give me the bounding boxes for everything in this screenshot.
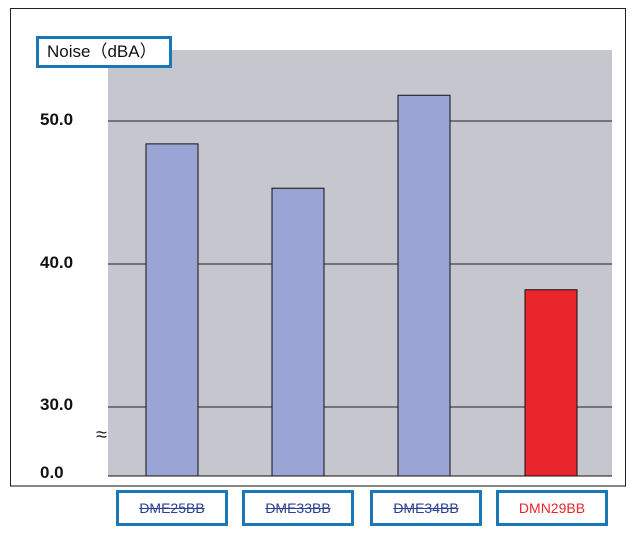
category-label-text: DME34BB [393,500,459,516]
bar-DME34BB [397,94,451,477]
category-label: DMN29BB [496,490,608,526]
bar-DME33BB [271,187,325,477]
y-tick-label: 30.0 [40,395,74,414]
y-axis-label-text: Noise（dBA） [47,42,157,61]
y-tick-label: 40.0 [40,253,74,272]
category-label: DME34BB [370,490,482,526]
category-label: DME25BB [116,490,228,526]
y-axis-label: Noise（dBA） [36,36,172,68]
chart-frame [10,8,626,486]
bar-DMN29BB [524,289,578,477]
category-label-text: DME33BB [265,500,331,516]
y-tick-label: 0.0 [40,463,64,482]
bars [145,94,578,477]
category-label-text: DME25BB [139,500,205,516]
bar-DME25BB [145,143,199,477]
axis-break-icon: ≈ [96,424,107,446]
y-tick-label: 50.0 [40,110,74,129]
category-label: DME33BB [242,490,354,526]
category-label-text: DMN29BB [518,500,586,516]
